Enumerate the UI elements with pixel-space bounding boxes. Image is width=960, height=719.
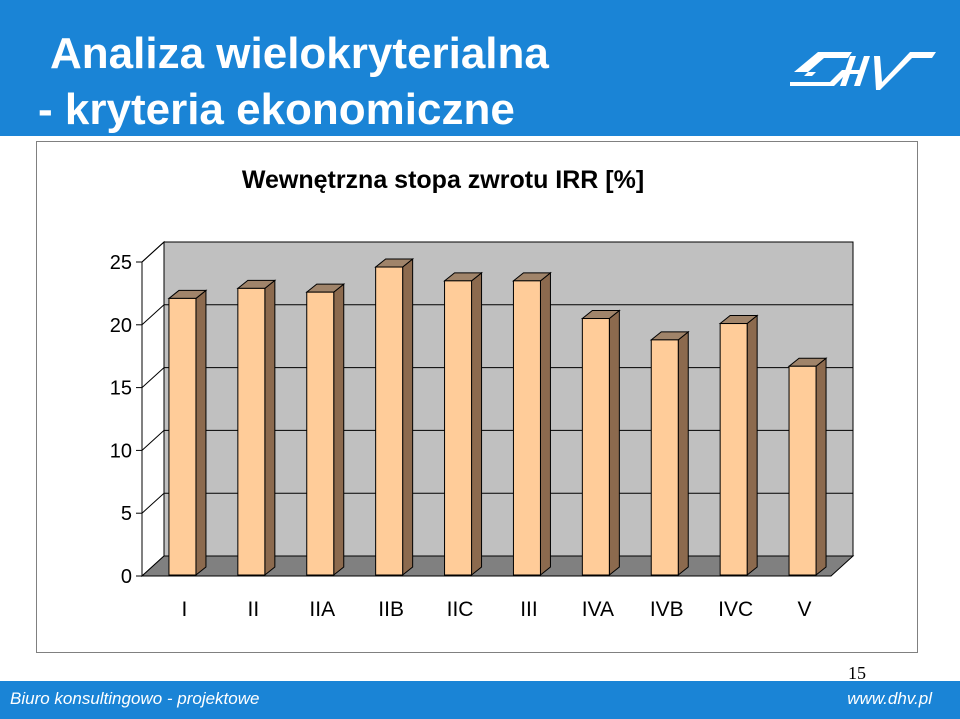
- bar-side: [539, 271, 551, 577]
- x-tick-label: IVC: [718, 598, 753, 621]
- footer-website-text: www.dhv.pl: [847, 689, 932, 708]
- bar-I: [168, 297, 197, 576]
- bar-IIA: [306, 291, 335, 576]
- x-tick-label: IVA: [582, 598, 614, 621]
- gridline: [141, 367, 853, 388]
- y-tick-label: 10: [110, 440, 132, 462]
- x-tick-label: V: [798, 598, 812, 621]
- x-tick-label: IVB: [650, 598, 684, 621]
- bar-II: [237, 287, 266, 576]
- footer-bar: Biuro konsultingowo - projektowe www.dhv…: [0, 681, 960, 719]
- bar-IIB: [375, 266, 404, 576]
- bar-side: [746, 314, 758, 577]
- bar-IIC: [444, 280, 473, 576]
- dhv-logo-icon: [790, 52, 936, 90]
- bar-side: [195, 289, 207, 577]
- x-tick-label: III: [520, 598, 538, 621]
- bar-side: [333, 283, 345, 577]
- x-tick-label: IIC: [447, 598, 474, 621]
- y-tick-label: 5: [121, 503, 132, 525]
- y-tick-label: 20: [110, 315, 132, 337]
- bar-V: [788, 365, 817, 576]
- x-tick-label: II: [248, 598, 260, 621]
- header-bar: Analiza wielokryterialna - kryteria ekon…: [0, 0, 960, 136]
- page-number: 15: [848, 663, 866, 683]
- bar-IVB: [650, 339, 679, 576]
- bar-side: [608, 309, 620, 577]
- bar-side: [402, 257, 414, 577]
- slide-title-line1: Analiza wielokryterialna: [50, 29, 549, 78]
- gridline: [141, 492, 853, 514]
- chart-side-wall: [141, 240, 165, 578]
- chart-title: Wewnętrzna stopa zwrotu IRR [%]: [241, 166, 645, 194]
- gridline: [141, 241, 853, 263]
- x-tick-label: IIB: [378, 598, 404, 621]
- bar-side: [264, 279, 276, 577]
- bar-III: [512, 280, 541, 576]
- bar-side: [815, 357, 827, 577]
- x-tick-label: IIA: [309, 598, 335, 621]
- bar-IVA: [581, 318, 610, 576]
- footer-company-text: Biuro konsultingowo - projektowe: [10, 689, 260, 708]
- x-tick-label: I: [182, 598, 188, 621]
- y-tick-label: 25: [110, 252, 132, 274]
- bar-side: [471, 271, 483, 577]
- y-tick-label: 15: [110, 378, 132, 400]
- bar-IVC: [719, 323, 748, 576]
- slide-title-line2: - kryteria ekonomiczne: [38, 85, 515, 134]
- bar-side: [677, 330, 689, 577]
- gridline: [141, 429, 853, 451]
- y-tick-label: 0: [121, 566, 132, 588]
- gridline: [141, 304, 853, 326]
